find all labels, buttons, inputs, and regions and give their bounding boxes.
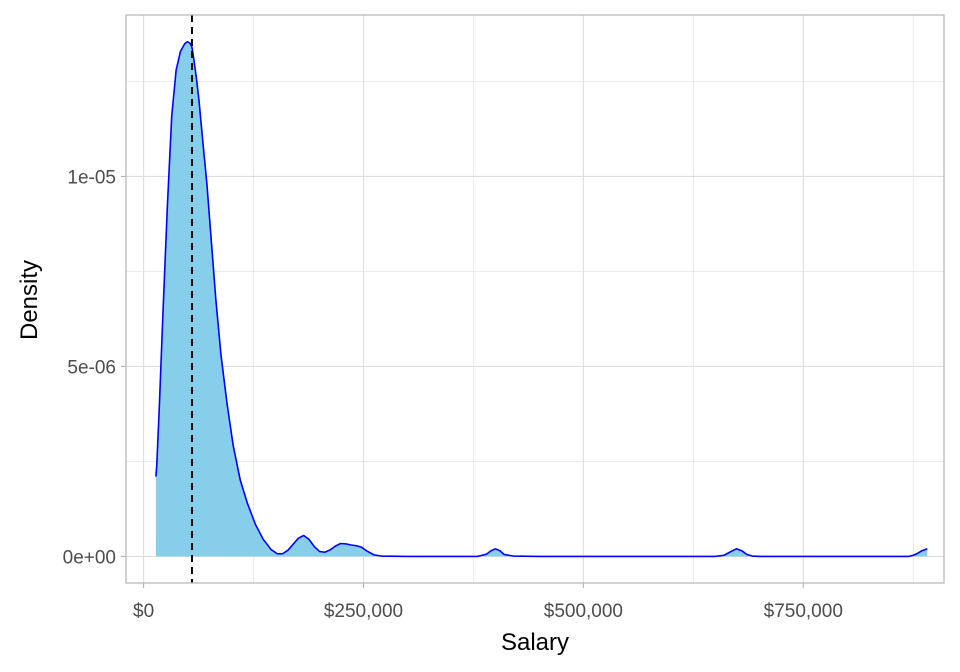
x-axis-ticks: $0 $250,000 $500,000 $750,000 — [133, 583, 843, 622]
y-axis-title: Density — [16, 260, 43, 340]
y-tick-label: 5e-06 — [67, 357, 116, 378]
x-axis-title: Salary — [501, 629, 569, 656]
x-tick-label: $0 — [133, 601, 154, 622]
x-tick-label: $500,000 — [544, 601, 623, 622]
y-tick-label: 1e-05 — [67, 167, 116, 188]
major-gridlines — [126, 15, 944, 583]
y-tick-label: 0e+00 — [63, 547, 116, 568]
density-area — [155, 41, 928, 557]
x-tick-label: $250,000 — [324, 601, 403, 622]
x-tick-label: $750,000 — [764, 601, 843, 622]
density-curve — [155, 40, 928, 558]
minor-gridlines — [126, 15, 944, 583]
density-area-layer — [155, 40, 928, 558]
y-axis-ticks: 0e+00 5e-06 1e-05 — [63, 167, 126, 568]
panel-border — [125, 14, 945, 584]
